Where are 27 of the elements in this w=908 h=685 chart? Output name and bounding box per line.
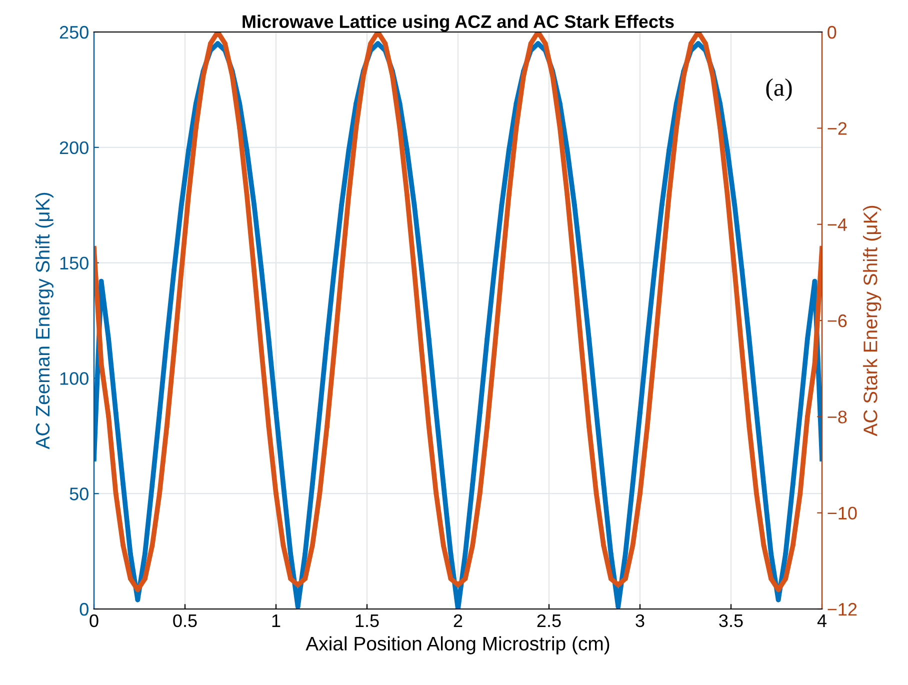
y-tick-label: 150 (60, 256, 88, 270)
y2-tick-label: 0 (828, 26, 836, 39)
y2-tick-label: −10 (828, 506, 857, 520)
y-tick-label: 50 (70, 488, 88, 500)
x-tick-label: 2.5 (537, 614, 561, 628)
x-tick-label: 0.5 (173, 614, 197, 628)
y2-tick-label: −12 (828, 602, 857, 616)
x-tick-label: 3.5 (719, 614, 743, 628)
y-tick-label: 100 (60, 372, 88, 385)
x-tick-label: 1.5 (356, 614, 379, 628)
y2-tick-label: −8 (828, 410, 847, 424)
x-tick-label: 4 (817, 614, 826, 627)
y2-axis-title: AC Stark Energy Shift (μK) (863, 206, 882, 436)
x-tick-label: 3 (636, 614, 644, 628)
y-tick-label: 0 (80, 602, 88, 616)
y-tick-label: 200 (60, 141, 88, 154)
y2-tick-label: −4 (828, 218, 847, 231)
x-tick-label: 2 (454, 614, 462, 627)
x-tick-label: 1 (272, 614, 280, 627)
y-axis-title: AC Zeeman Energy Shift (μK) (35, 192, 54, 450)
annotation: (a) (766, 78, 792, 102)
x-tick-label: 0 (90, 614, 98, 628)
y2-tick-label: −6 (828, 314, 847, 328)
y2-tick-label: −2 (828, 122, 847, 135)
y-tick-label: 250 (60, 26, 88, 39)
x-axis-title: Axial Position Along Microstrip (cm) (306, 636, 610, 654)
chart-title: Microwave Lattice using ACZ and AC Stark Effects (242, 14, 674, 32)
